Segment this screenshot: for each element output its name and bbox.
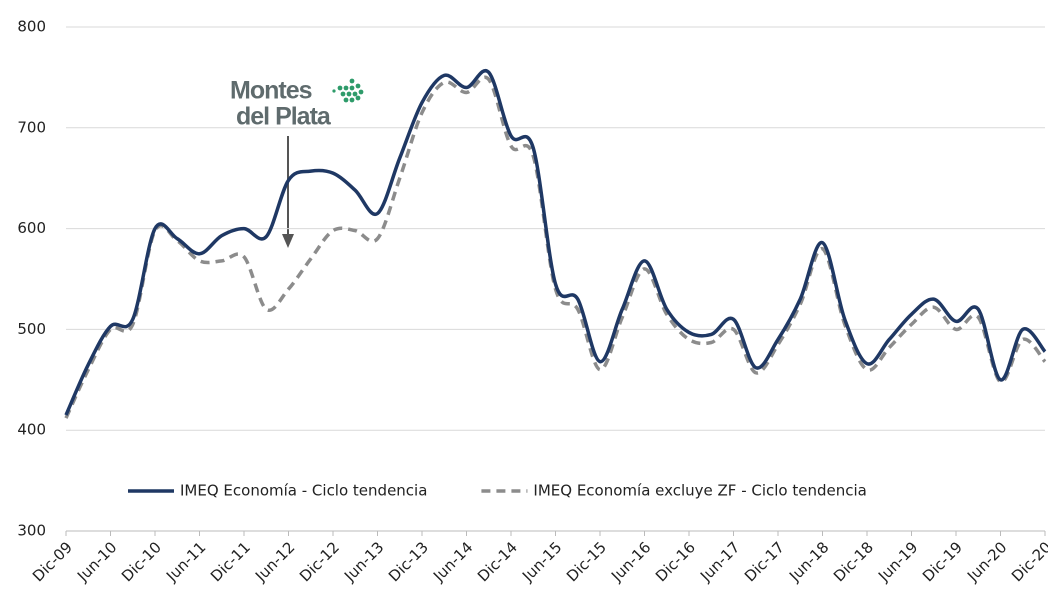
annotation-text: Montes <box>230 77 312 105</box>
logo-icon <box>332 78 364 103</box>
x-tick-label: Jun-16 <box>607 538 654 585</box>
arrow-head <box>282 234 294 248</box>
x-tick-label: Dic-15 <box>563 538 610 585</box>
x-tick-label: Dic-11 <box>207 538 254 585</box>
series-line <box>64 75 1047 419</box>
x-tick-label: Dic-18 <box>830 538 877 585</box>
x-tick-label: Jun-15 <box>518 538 565 585</box>
x-tick-label: Dic-10 <box>118 538 165 585</box>
x-tick-label: Dic-13 <box>385 538 432 585</box>
x-tick-label: Jun-13 <box>340 538 387 585</box>
x-tick-label: Dic-12 <box>296 538 343 585</box>
x-tick-label: Dic-20 <box>1008 538 1048 585</box>
x-tick-label: Dic-17 <box>741 538 788 585</box>
annotation: Montes del Plata <box>230 77 364 248</box>
x-tick-label: Jun-14 <box>429 538 476 585</box>
y-tick-label: 300 <box>17 522 46 540</box>
x-tick-label: Dic-09 <box>29 538 76 585</box>
x-tick-label: Jun-11 <box>162 538 209 585</box>
x-tick-label: Dic-16 <box>652 538 699 585</box>
x-tick-label: Jun-12 <box>251 538 298 585</box>
x-tick-label: Dic-19 <box>919 538 966 585</box>
annotation-text: del Plata <box>236 103 332 131</box>
y-tick-label: 500 <box>17 320 46 338</box>
y-tick-label: 600 <box>17 219 46 237</box>
legend-label: IMEQ Economía excluye ZF - Ciclo tendenc… <box>533 482 866 500</box>
x-tick-label: Jun-18 <box>785 538 832 585</box>
y-tick-label: 400 <box>17 421 46 439</box>
x-tick-label: Jun-20 <box>963 538 1010 585</box>
x-tick-label: Jun-10 <box>73 538 120 585</box>
series-line <box>64 68 1047 416</box>
y-tick-label: 700 <box>17 118 46 136</box>
legend-label: IMEQ Economía - Ciclo tendencia <box>180 482 427 500</box>
x-tick-label: Jun-19 <box>874 538 921 585</box>
y-tick-label: 800 <box>17 18 46 36</box>
x-tick-label: Dic-14 <box>474 538 521 585</box>
x-tick-label: Jun-17 <box>696 538 743 585</box>
